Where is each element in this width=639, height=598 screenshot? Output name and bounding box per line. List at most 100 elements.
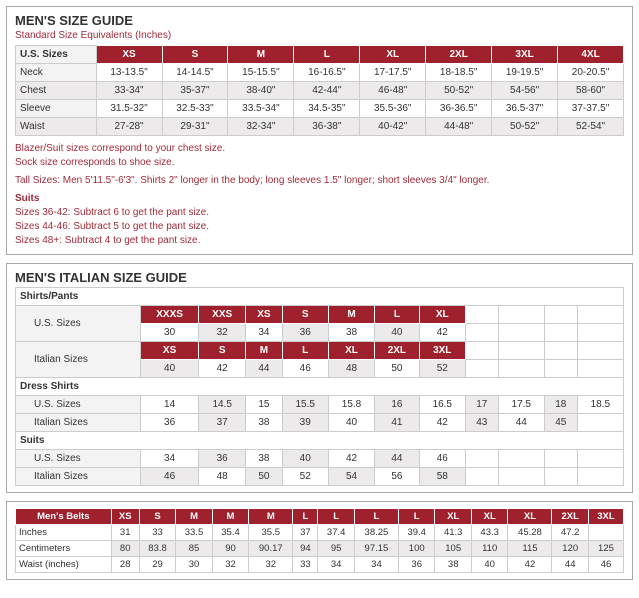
cell xyxy=(577,360,623,378)
cell: 42 xyxy=(199,360,246,378)
cell: 37 xyxy=(199,414,246,432)
cell: 44-48" xyxy=(426,118,492,136)
cell: 32.5-33" xyxy=(162,100,228,118)
cell: 36 xyxy=(141,414,199,432)
suits-rule-2: Sizes 44-46: Subtract 5 to get the pant … xyxy=(15,220,624,234)
cell: 14-14.5" xyxy=(162,64,228,82)
cell: 80 xyxy=(111,541,139,557)
cell xyxy=(577,324,623,342)
cell: 54-56" xyxy=(492,82,558,100)
cell: 50-52" xyxy=(492,118,558,136)
cell: 47.2 xyxy=(552,525,588,541)
size-head: XL xyxy=(328,342,374,360)
cell: 33.5 xyxy=(176,525,212,541)
size-head: L xyxy=(375,306,419,324)
cell: 54 xyxy=(328,468,374,486)
italian-size-guide-panel: MEN'S ITALIAN SIZE GUIDE Shirts/PantsU.S… xyxy=(6,263,633,493)
cell: 97.15 xyxy=(354,541,398,557)
cell: 18 xyxy=(544,396,577,414)
cell: 14.5 xyxy=(199,396,246,414)
italian-table: Shirts/PantsU.S. SizesXXXSXXSXSSMLXL3032… xyxy=(15,287,624,486)
size-head: L xyxy=(318,509,354,525)
cell: 18.5 xyxy=(577,396,623,414)
cell: 19-19.5" xyxy=(492,64,558,82)
cell xyxy=(577,468,623,486)
size-head: S xyxy=(199,342,246,360)
cell: 83.8 xyxy=(139,541,175,557)
mens-belts-panel: Men's BeltsXSSMMMLLLLXLXLXL2XL3XLInches3… xyxy=(6,501,633,580)
cell: 31.5-32" xyxy=(96,100,162,118)
cell: 33 xyxy=(293,557,318,573)
note-blazer: Blazer/Suit sizes correspond to your che… xyxy=(15,142,624,156)
cell xyxy=(465,324,498,342)
cell: 32 xyxy=(212,557,248,573)
cell: 37.4 xyxy=(318,525,354,541)
size-col-m: M xyxy=(228,46,294,64)
cell: 100 xyxy=(398,541,434,557)
cell: 15.5 xyxy=(282,396,328,414)
suits-rule-3: Sizes 48+: Subtract 4 to get the pant si… xyxy=(15,234,624,248)
cell: 14 xyxy=(141,396,199,414)
size-head: 2XL xyxy=(552,509,588,525)
belts-title: Men's Belts xyxy=(16,509,112,525)
cell: 29-31" xyxy=(162,118,228,136)
cell: 105 xyxy=(435,541,471,557)
panel1-title: MEN'S SIZE GUIDE xyxy=(15,13,624,28)
cell: 16.5 xyxy=(419,396,465,414)
cell: 90 xyxy=(212,541,248,557)
cell: 38 xyxy=(246,414,282,432)
size-head: 3XL xyxy=(419,342,465,360)
cell: 120 xyxy=(552,541,588,557)
section-suits: Suits xyxy=(16,432,624,450)
panel1-subtitle: Standard Size Equivalents (Inches) xyxy=(15,30,624,41)
size-head: XL xyxy=(435,509,471,525)
note-sock: Sock size corresponds to shoe size. xyxy=(15,156,624,170)
cell: 45.28 xyxy=(508,525,552,541)
cell: 42 xyxy=(328,450,374,468)
size-head: XXXS xyxy=(141,306,199,324)
cell: 46 xyxy=(282,360,328,378)
cell: 20-20.5" xyxy=(558,64,624,82)
cell xyxy=(498,360,544,378)
cell xyxy=(577,306,623,324)
cell: 46 xyxy=(419,450,465,468)
cell: 33 xyxy=(139,525,175,541)
section-shirts-pants: Shirts/Pants xyxy=(16,288,624,306)
cell: 46-48" xyxy=(360,82,426,100)
cell xyxy=(577,450,623,468)
cell: 30 xyxy=(141,324,199,342)
cell: 46 xyxy=(588,557,623,573)
cell: 38 xyxy=(435,557,471,573)
size-col-2xl: 2XL xyxy=(426,46,492,64)
cell: 42 xyxy=(419,414,465,432)
cell xyxy=(498,450,544,468)
cell xyxy=(588,525,623,541)
cell: 38 xyxy=(328,324,374,342)
cell: 33.5-34" xyxy=(228,100,294,118)
size-head: L xyxy=(282,342,328,360)
cell: 94 xyxy=(293,541,318,557)
cell: 17 xyxy=(465,396,498,414)
cell: 34 xyxy=(141,450,199,468)
cell xyxy=(544,450,577,468)
cell: 29 xyxy=(139,557,175,573)
note-tall: Tall Sizes: Men 5'11.5"-6'3". Shirts 2" … xyxy=(15,174,624,188)
us-sizes-label: U.S. Sizes xyxy=(16,396,141,414)
section-dress-shirts: Dress Shirts xyxy=(16,378,624,396)
cell: 36 xyxy=(199,450,246,468)
cell: 16 xyxy=(375,396,419,414)
suits-heading: Suits xyxy=(15,192,624,206)
row-label: Inches xyxy=(16,525,112,541)
cell xyxy=(465,360,498,378)
size-head: S xyxy=(139,509,175,525)
cell: 46 xyxy=(141,468,199,486)
cell: 36 xyxy=(282,324,328,342)
cell: 35.5 xyxy=(249,525,293,541)
cell: 85 xyxy=(176,541,212,557)
cell: 38-40" xyxy=(228,82,294,100)
cell: 44 xyxy=(552,557,588,573)
size-head: XL xyxy=(471,509,507,525)
cell: 58 xyxy=(419,468,465,486)
us-sizes-header: U.S. Sizes xyxy=(16,46,97,64)
cell: 52 xyxy=(419,360,465,378)
